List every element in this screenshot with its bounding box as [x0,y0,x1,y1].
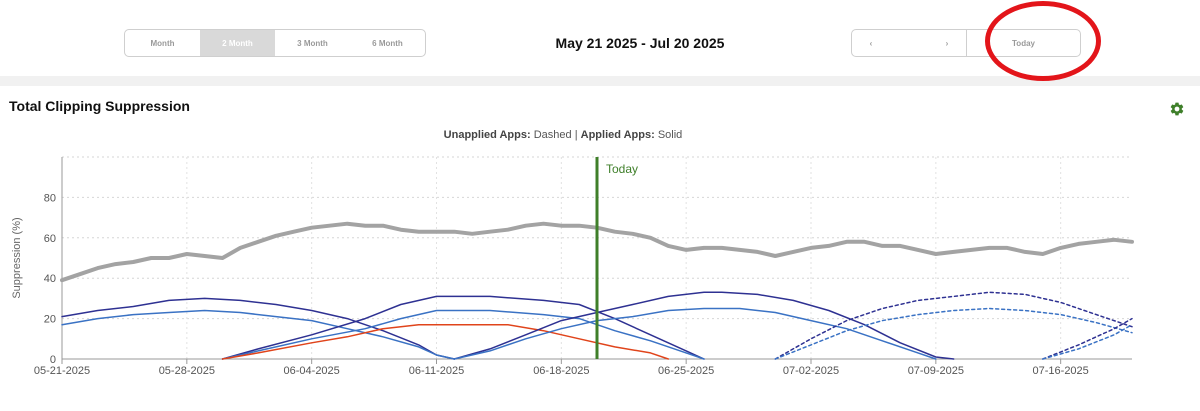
y-tick-label: 20 [44,314,56,326]
date-range-label: May 21 2025 - Jul 20 2025 [555,35,725,51]
series-line-6 [221,323,670,360]
series-line-9 [774,291,1133,360]
subtitle-separator: | [574,129,578,141]
x-tick-label: 05-28-2025 [159,365,215,377]
x-tick-label: 07-02-2025 [783,365,839,377]
toolbar-divider [0,76,1200,86]
x-tick-label: 06-25-2025 [658,365,714,377]
x-tick-label: 06-11-2025 [409,365,464,377]
range-3-month-button[interactable]: 3 Month [297,38,328,48]
series-line-8 [453,307,937,360]
x-tick-label: 05-21-2025 [34,365,90,377]
next-period-button[interactable]: › [945,38,949,48]
unapplied-apps-value: Dashed [533,129,572,141]
range-2-month-button[interactable]: 2 Month [200,30,275,56]
series-line-3 [61,309,456,360]
chart-subtitle: Unapplied Apps: Dashed | Applied Apps: S… [300,129,826,141]
series-line-7 [453,291,955,360]
series-line-2 [61,297,456,360]
range-selector: Month 2 Month 3 Month 6 Month [124,29,426,57]
y-axis-label: Suppression (%) [11,217,23,298]
y-tick-label: 60 [44,233,56,245]
applied-apps-value: Solid [657,129,683,141]
series-line-12 [1042,323,1133,360]
chart-title: Total Clipping Suppression [9,98,190,114]
y-tick-label: 80 [44,192,56,204]
series-line-5 [221,309,705,360]
series-line-11 [1042,317,1133,360]
today-button[interactable]: Today [966,30,1080,56]
x-tick-label: 06-04-2025 [284,365,340,377]
x-tick-label: 06-18-2025 [533,365,589,377]
previous-period-button[interactable]: ‹ [869,38,873,48]
date-navigation: ‹ › Today [851,29,1081,57]
x-tick-label: 07-16-2025 [1033,365,1089,377]
today-marker-label: Today [606,162,638,176]
unapplied-apps-label: Unapplied Apps: [443,129,531,141]
y-tick-label: 0 [50,354,56,366]
applied-apps-label: Applied Apps: [580,129,655,141]
series-line-4 [221,295,705,360]
x-tick-label: 07-09-2025 [908,365,964,377]
range-month-button[interactable]: Month [150,38,175,48]
y-tick-label: 40 [44,273,56,285]
range-6-month-button[interactable]: 6 Month [372,38,403,48]
series-line-10 [774,307,1133,360]
gear-icon[interactable] [1169,101,1185,117]
